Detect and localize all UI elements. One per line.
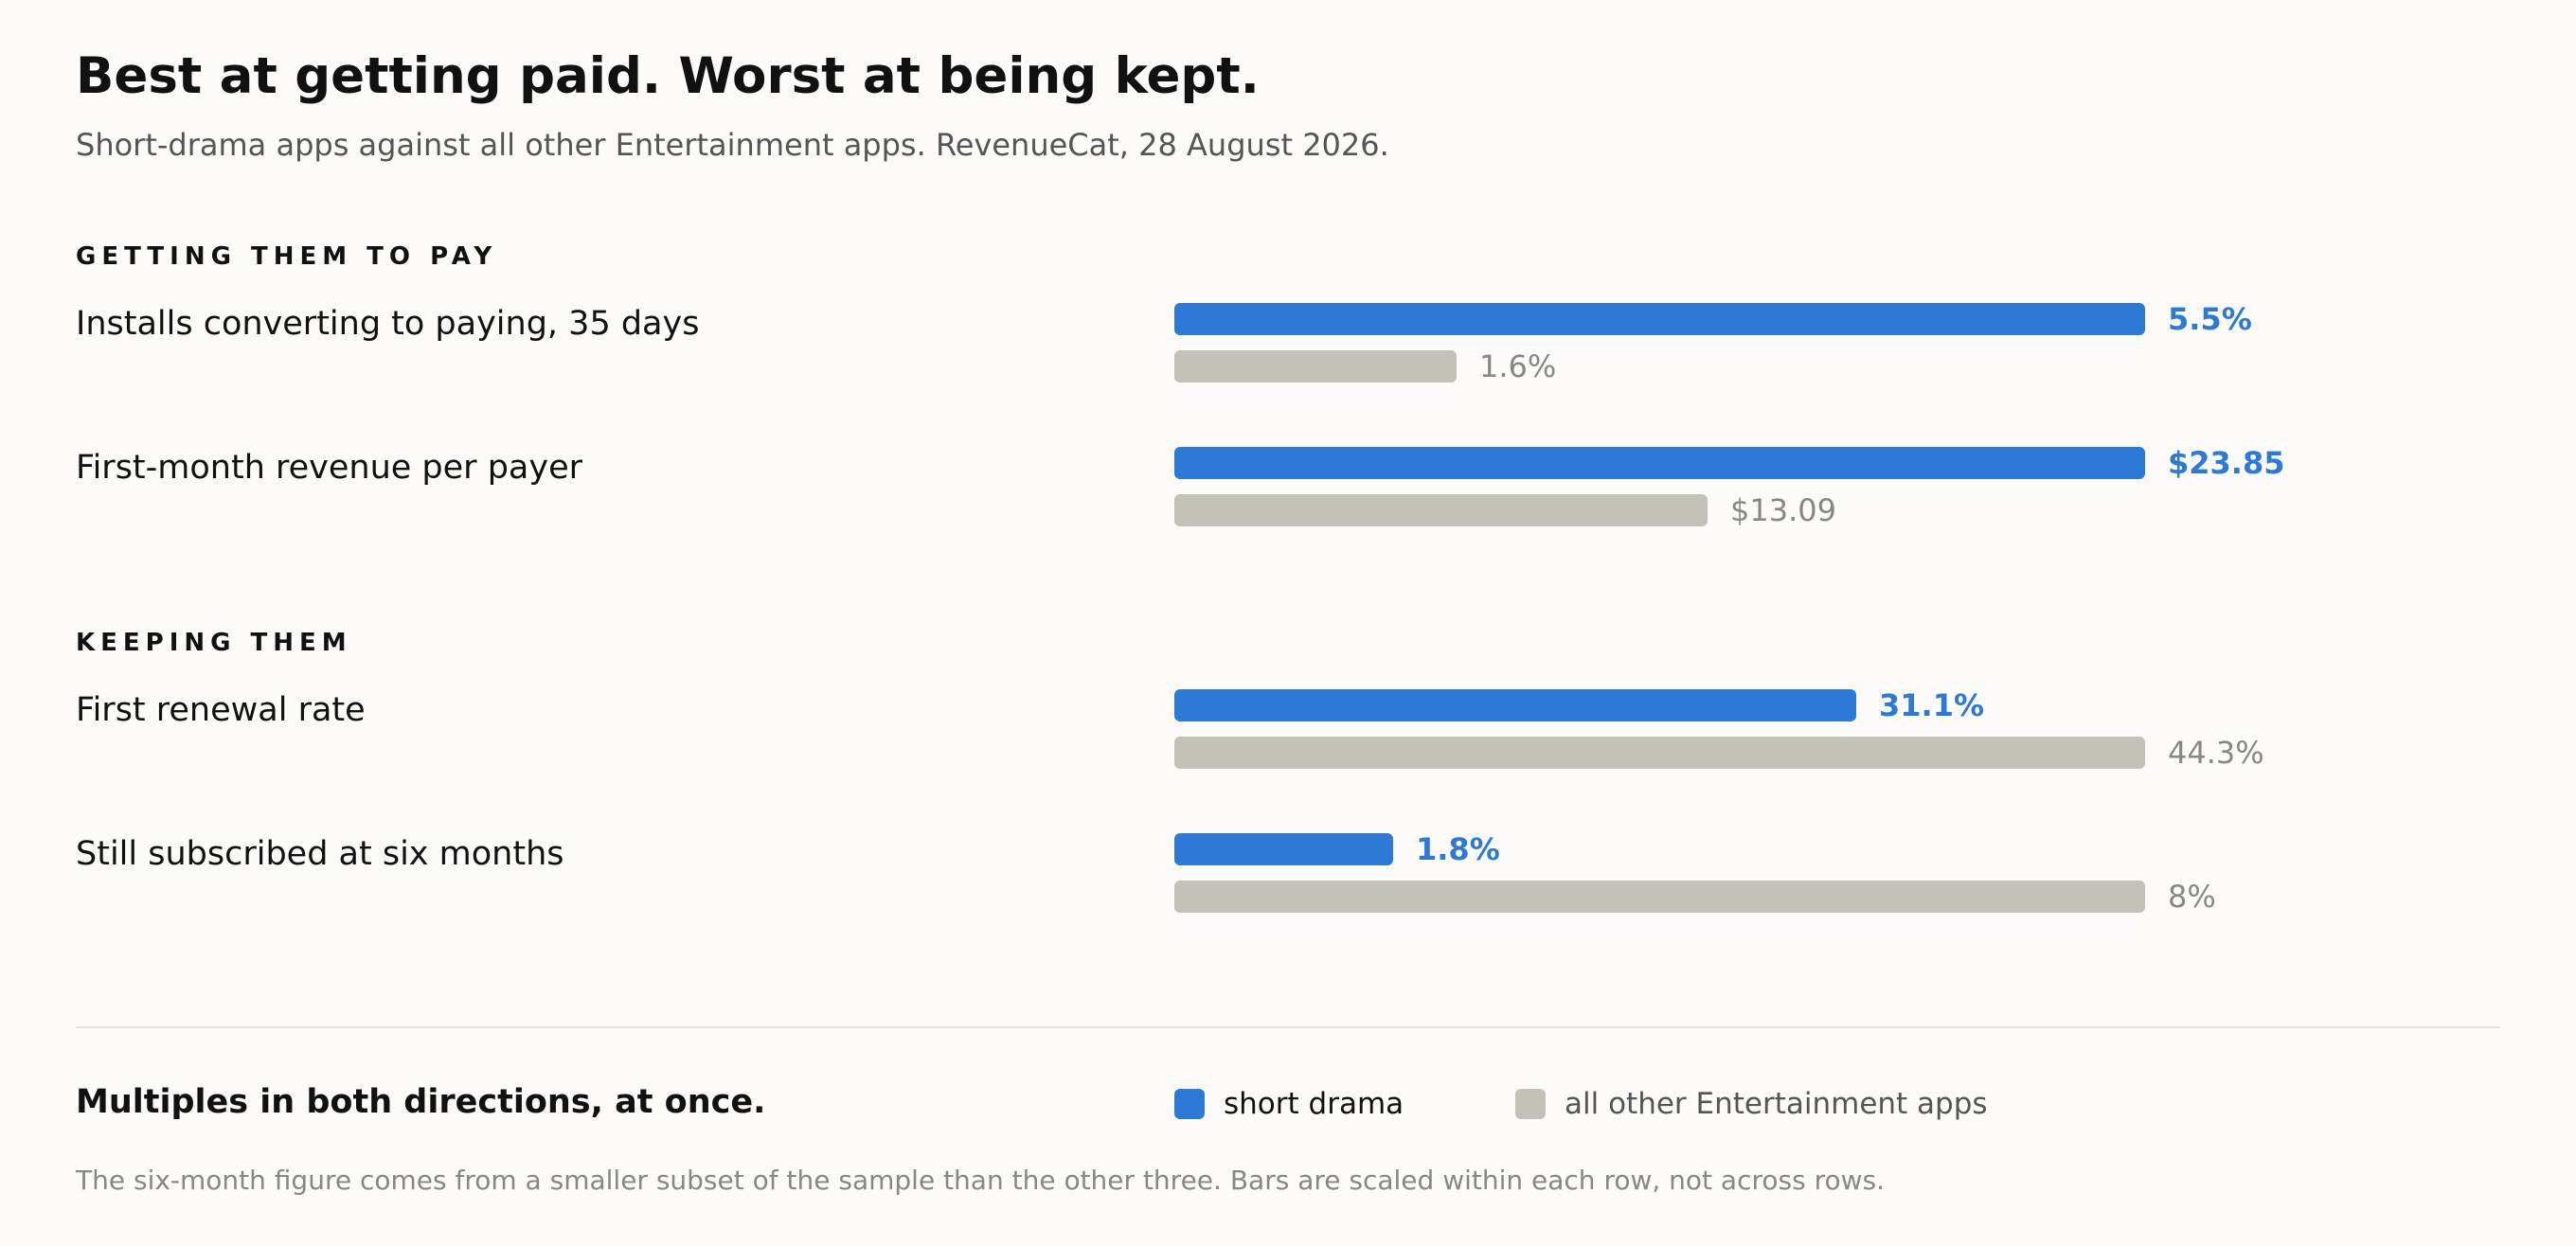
divider: [76, 1026, 2500, 1028]
row-label-1-0: First renewal rate: [76, 691, 366, 729]
footnote: The six-month figure comes from a smalle…: [76, 1165, 1886, 1196]
bar-short-drama-1-1: [1174, 833, 1393, 865]
value-label-other-1-0: 44.3%: [2168, 735, 2264, 771]
bar-other-1-1: [1174, 881, 2145, 913]
row-label-0-0: Installs converting to paying, 35 days: [76, 305, 700, 343]
chart-subtitle: Short-drama apps against all other Enter…: [76, 127, 1389, 163]
bar-other-0-1: [1174, 494, 1708, 526]
bar-other-1-0: [1174, 737, 2145, 769]
chart-title: Best at getting paid. Worst at being kep…: [76, 47, 1260, 105]
row-label-1-1: Still subscribed at six months: [76, 835, 564, 873]
legend-swatch-short-drama: [1174, 1089, 1205, 1119]
takeaway-text: Multiples in both directions, at once.: [76, 1083, 766, 1121]
legend-label-other: all other Entertainment apps: [1565, 1087, 1988, 1121]
bar-short-drama-1-0: [1174, 689, 1856, 721]
value-label-other-0-0: 1.6%: [1479, 348, 1557, 384]
value-label-short-drama-0-0: 5.5%: [2168, 301, 2252, 337]
value-label-other-0-1: $13.09: [1730, 492, 1836, 528]
bar-short-drama-0-1: [1174, 447, 2145, 479]
legend-label-short-drama: short drama: [1224, 1087, 1404, 1121]
bar-other-0-0: [1174, 350, 1457, 383]
value-label-short-drama-1-1: 1.8%: [1416, 831, 1500, 867]
legend-swatch-other: [1515, 1089, 1546, 1119]
legend-item-other: all other Entertainment apps: [1515, 1087, 1988, 1121]
value-label-other-1-1: 8%: [2168, 879, 2216, 915]
bar-short-drama-0-0: [1174, 303, 2145, 335]
row-label-0-1: First-month revenue per payer: [76, 449, 582, 487]
legend-item-short-drama: short drama: [1174, 1087, 1404, 1121]
value-label-short-drama-1-0: 31.1%: [1879, 687, 1985, 723]
section-heading-1: KEEPING THEM: [76, 629, 352, 657]
section-heading-0: GETTING THEM TO PAY: [76, 242, 498, 271]
value-label-short-drama-0-1: $23.85: [2168, 445, 2285, 481]
